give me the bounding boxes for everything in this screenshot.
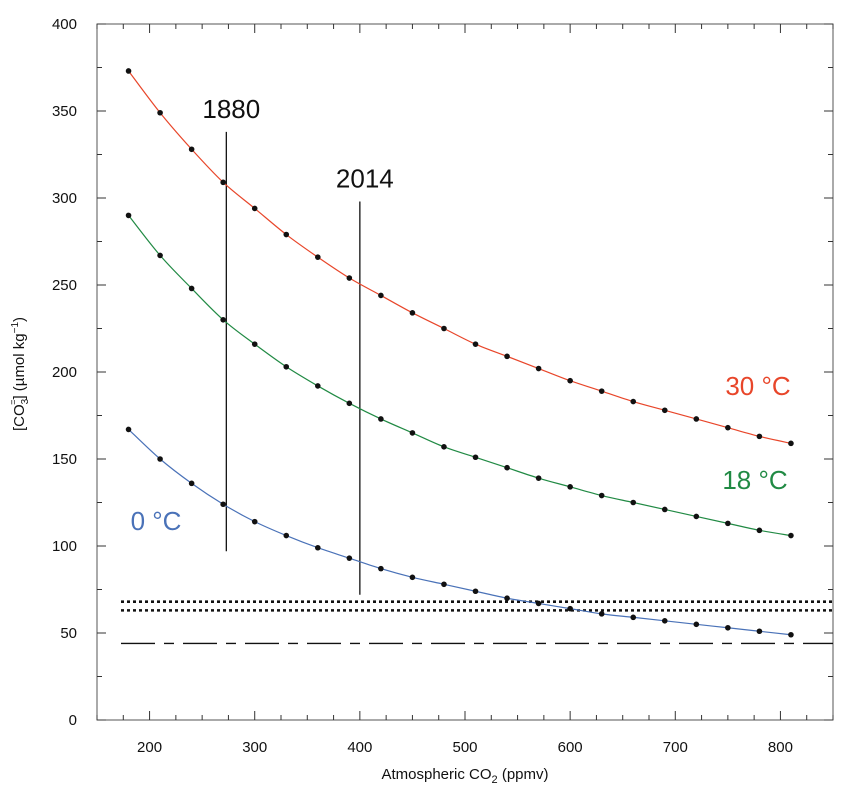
data-point [504,464,510,471]
data-point [535,475,542,481]
data-point [693,416,700,422]
series-label: 18 °C [722,465,787,495]
y-tick-label: 0 [69,712,77,729]
plot-frame [96,23,834,721]
data-point [283,231,290,238]
axis-ticks: 200 300 400 500 600 700 800 0 50 100 150 200 250 300 3… [52,16,834,756]
data-point [251,341,258,347]
data-point [472,588,479,595]
data-point [188,480,195,487]
data-point [756,628,763,635]
data-point [315,383,321,389]
y-tick-label: 200 [52,364,77,381]
threshold-lines [121,600,833,645]
data-point [725,520,731,527]
data-point [504,353,510,360]
x-tick-label: 700 [663,739,688,756]
data-point [788,631,794,638]
series-line [128,428,792,636]
chart-labels: 30 °C 18 °C 0 °C [131,371,791,536]
data-point [125,212,132,219]
data-point [125,426,132,433]
series-line [128,70,792,444]
data-point [220,501,226,508]
data-point [346,400,353,407]
data-point [567,605,573,612]
data-point [220,317,226,323]
y-tick-label: 150 [52,451,77,468]
data-point [630,398,637,405]
data-point [504,595,510,601]
x-tick-label: 800 [768,739,793,756]
y-tick-label: 100 [52,538,77,555]
data-point [315,254,321,260]
data-point [725,424,731,431]
year-marker-label: 2014 [336,163,394,193]
data-point [598,388,605,394]
data-point [283,532,290,539]
data-point [441,444,447,450]
data-point [346,275,353,281]
series-label: 0 °C [131,506,182,536]
data-point [535,365,542,372]
data-point [472,341,479,347]
x-axis-title: Atmospheric CO2 (ppmv) [381,766,548,786]
data-point [441,325,447,332]
data-point [409,574,416,581]
data-point [157,252,163,259]
data-point [472,454,479,461]
y-tick-label: 50 [60,625,77,642]
data-point [251,205,258,212]
data-point [409,310,416,316]
series-line [128,215,792,537]
data-point [661,506,668,513]
y-tick-label: 350 [52,103,77,120]
data-point [409,430,416,436]
data-point [378,565,384,572]
data-point [598,611,605,617]
data-point [598,492,605,499]
data-point [188,146,195,153]
data-point [567,484,573,490]
data-point [125,68,132,74]
data-point [567,377,573,384]
x-tick-label: 400 [347,739,372,756]
data-point [378,292,384,299]
data-point [251,518,258,525]
data-point [693,513,700,520]
data-point [725,624,731,631]
data-point [661,618,668,624]
x-tick-label: 200 [137,739,162,756]
y-tick-label: 300 [52,190,77,207]
x-tick-label: 500 [452,739,477,756]
data-point [693,621,700,628]
data-point [283,363,290,370]
x-tick-label: 300 [242,739,267,756]
data-point [788,440,794,447]
data-point [220,179,226,186]
data-point [661,407,668,414]
data-point [188,285,195,292]
data-point [788,532,794,539]
data-point [756,433,763,440]
data-point [630,499,637,506]
y-axis-title: [CO3=] (µmol kg−1) [8,317,31,431]
data-point [756,527,763,534]
series-label: 30 °C [725,371,790,401]
data-point [535,600,542,607]
data-point [346,555,353,561]
data-point [630,614,637,621]
data-point [441,581,447,588]
y-tick-label: 250 [52,277,77,294]
series-curves [125,68,794,638]
data-point [157,109,163,116]
data-point [315,544,321,551]
y-tick-label: 400 [52,16,77,33]
data-point [378,416,384,422]
x-tick-label: 600 [558,739,583,756]
year-markers: 1880 2014 [202,94,394,595]
year-marker-label: 1880 [202,94,260,124]
data-point [157,456,163,462]
